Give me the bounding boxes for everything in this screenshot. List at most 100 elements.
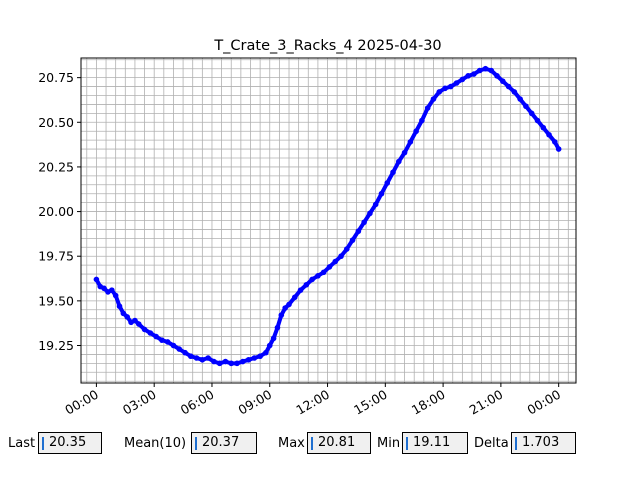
delta-value: 1.703 [522,435,560,450]
delta-label: Delta [474,436,509,451]
last-label: Last [8,436,36,451]
data-point [488,67,495,74]
y-tick-label: 19.50 [38,293,74,308]
data-point [355,228,362,235]
data-point [309,276,315,283]
data-point [396,158,402,165]
y-tick-label: 20.25 [38,159,74,174]
data-point [315,273,321,279]
data-point [540,124,547,131]
mean-value-field: 20.37 [191,432,257,454]
data-point [343,246,350,252]
last-value-field: 20.35 [38,432,102,454]
data-point [286,301,292,308]
x-tick-label: 09:00 [236,387,275,418]
data-point [523,103,529,110]
data-point [187,353,194,360]
data-point [384,180,391,186]
data-point [442,85,448,92]
x-tick-label: 06:00 [178,387,217,418]
data-point [419,117,425,124]
data-point [528,110,535,117]
chart-title: T_Crate_3_Racks_4 2025-04-30 [213,38,441,54]
data-point [430,96,437,102]
data-point [245,356,252,363]
x-tick-label: 03:00 [120,387,159,418]
x-tick-label: 18:00 [409,387,448,418]
y-tick-label: 19.25 [38,338,74,353]
data-point [517,96,523,102]
data-point [278,312,285,318]
y-tick-label: 19.75 [38,249,74,264]
data-point [199,356,206,363]
data-point [291,294,298,301]
data-point [124,314,131,320]
y-tick-label: 20.50 [38,115,74,130]
x-tick-label: 21:00 [467,387,506,418]
text-cursor-icon [195,437,197,450]
data-point [135,321,142,327]
data-point [239,358,246,365]
last-value: 20.35 [49,435,87,450]
min-value: 19.11 [413,435,451,450]
data-point [182,349,188,356]
text-cursor-icon [42,437,44,450]
data-point [132,317,138,324]
data-point [159,337,165,343]
data-point [332,258,339,265]
data-point [372,201,379,208]
max-value-field: 20.81 [307,432,371,454]
data-point [448,83,454,90]
data-point [101,285,107,292]
data-point [338,253,344,260]
text-cursor-icon [311,437,313,450]
data-point [401,149,408,156]
data-point [109,287,115,293]
data-point [505,83,512,90]
text-cursor-icon [406,437,408,450]
min-label: Min [377,436,401,451]
data-point [453,80,460,86]
data-point [511,89,518,95]
min-value-field: 19.11 [402,432,468,454]
data-point [251,355,258,361]
data-point [349,237,356,243]
data-point [93,276,100,283]
x-tick-label: 00:00 [62,387,101,418]
data-point [378,190,385,197]
data-point [263,349,269,356]
data-point [120,310,127,317]
data-point [266,342,273,349]
data-point [482,65,489,72]
data-point [274,324,281,331]
data-point [176,346,183,352]
data-point [361,219,367,226]
x-tick-label: 12:00 [293,387,332,418]
data-point [211,358,217,365]
data-point [116,303,123,310]
data-point [297,287,304,293]
data-point [222,358,229,365]
data-point [320,269,327,276]
data-point [424,105,431,111]
data-point [164,339,171,345]
y-tick-label: 20.75 [38,70,74,85]
text-cursor-icon [515,437,517,450]
data-point [555,146,562,152]
data-point [270,335,277,342]
data-point [205,355,211,361]
plot-frame [80,57,577,384]
data-series [93,65,562,367]
delta-value-field: 1.703 [511,432,576,454]
x-tick-label: 15:00 [351,387,390,418]
data-point [476,67,483,74]
data-point [153,333,159,340]
max-value: 20.81 [318,435,356,450]
data-point [282,305,288,311]
y-tick-label: 20.00 [38,204,74,219]
x-tick-label: 00:00 [524,387,563,418]
data-point [228,360,235,367]
data-point [141,326,148,333]
data-point [112,292,119,299]
data-point [465,73,471,79]
